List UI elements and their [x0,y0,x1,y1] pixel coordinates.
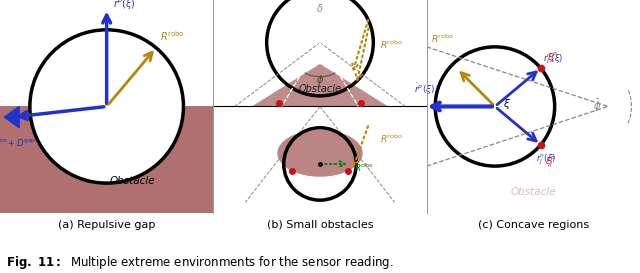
Text: $R^{\rm robo}$: $R^{\rm robo}$ [380,38,403,51]
Text: $R^{\rm robo}+D^{\rm gap}$: $R^{\rm robo}+D^{\rm gap}$ [0,136,36,149]
Text: (b) Small obstacles: (b) Small obstacles [267,220,373,230]
Ellipse shape [277,130,363,177]
Polygon shape [4,106,19,128]
Polygon shape [427,47,608,166]
Text: Obstacle: Obstacle [511,187,556,197]
Text: $\xi$: $\xi$ [504,97,511,111]
Text: $\bar{\phi}$: $\bar{\phi}$ [593,99,602,114]
Polygon shape [252,64,388,106]
Circle shape [30,30,184,183]
Text: $\xi^p_j$: $\xi^p_j$ [545,154,556,170]
Text: $\xi^p_i$: $\xi^p_i$ [547,50,558,65]
Text: $\dot{r}^{p}(\xi)$: $\dot{r}^{p}(\xi)$ [414,82,435,97]
Text: $\phi$: $\phi$ [316,73,324,87]
Text: $R^{\rm robo}$: $R^{\rm robo}$ [380,132,403,145]
Text: $\delta$: $\delta$ [316,2,324,14]
Text: $\dot{r}^{p}(\xi)$: $\dot{r}^{p}(\xi)$ [113,0,136,12]
Text: $R^{\rm robo}$: $R^{\rm robo}$ [431,32,454,44]
Text: Obstacle: Obstacle [298,84,342,94]
Text: $R^{\rm robo}$: $R^{\rm robo}$ [160,30,185,43]
Text: $r^n_i(\xi)$: $r^n_i(\xi)$ [543,53,563,66]
Text: (c) Concave regions: (c) Concave regions [478,220,589,230]
Text: $\mathbf{Fig.\ 11:}$  Multiple extreme environments for the sensor reading.: $\mathbf{Fig.\ 11:}$ Multiple extreme en… [6,254,394,271]
Text: (a) Repulsive gap: (a) Repulsive gap [58,220,156,230]
Text: $r^n_j(\xi)$: $r^n_j(\xi)$ [536,153,557,167]
Text: $R^{\rm obs}$: $R^{\rm obs}$ [354,162,374,174]
Text: Obstacle: Obstacle [109,176,155,186]
Polygon shape [0,106,213,213]
